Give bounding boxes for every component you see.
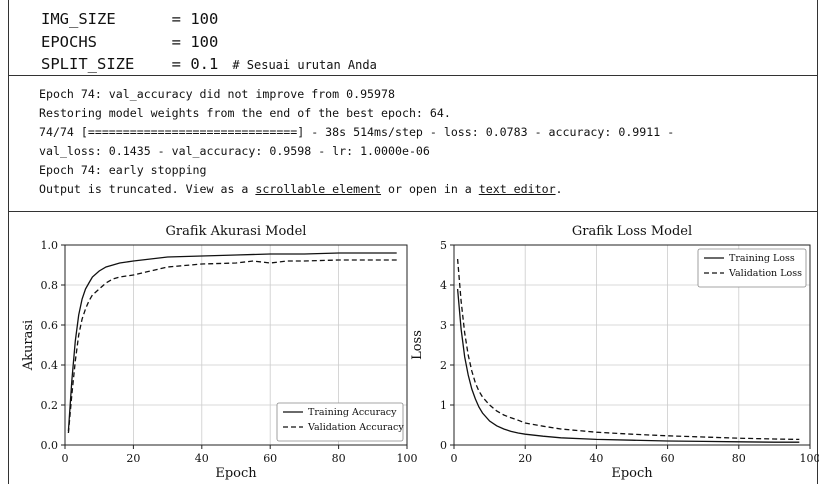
- plot-area: [453, 244, 811, 446]
- chart-2: 0 20 40 60 80 100 0 1 2 3 4 5 Grafik Loss Model Epoch…: [410, 224, 820, 481]
- x-tick-label: 0: [451, 452, 458, 465]
- x-tick-label: 20: [126, 452, 140, 465]
- chart-title: Grafik Loss Model: [572, 224, 692, 239]
- y-tick-label: 0: [440, 439, 447, 452]
- code-cell[interactable]: IMG_SIZE = 100 EPOCHS = 100 SPLIT_SIZE =…: [9, 0, 817, 76]
- legend-label: Validation Loss: [728, 268, 802, 279]
- y-tick-label: 0.2: [41, 399, 59, 412]
- y-tick-label: 0.6: [41, 319, 59, 332]
- code-comment: # Sesuai urutan Anda: [232, 58, 377, 72]
- code-line-split-size: SPLIT_SIZE = 0.1 # Sesuai urutan Anda: [41, 55, 377, 73]
- series-line-training-loss: [456, 288, 800, 443]
- y-tick-label: 0.0: [41, 439, 59, 452]
- x-axis-label: Epoch: [215, 466, 257, 481]
- legend: Training Loss Validation Loss: [697, 248, 807, 288]
- plots-output: 0 20 40 60 80 100 0.0 0.2 0.4 0.6 0.8 1.0 Grafik Aku…: [9, 212, 820, 484]
- legend-box: [276, 402, 404, 442]
- x-tick-label: 100: [800, 452, 820, 465]
- y-tick-label: 5: [440, 239, 447, 252]
- legend-box: [697, 248, 807, 288]
- series-line-training-accuracy: [67, 252, 397, 432]
- legend: Training Accuracy Validation Accuracy: [276, 402, 404, 442]
- legend-label: Training Accuracy: [308, 407, 397, 418]
- x-tick-label: 60: [263, 452, 277, 465]
- output-line: Restoring model weights from the end of …: [39, 106, 451, 120]
- y-tick-label: 2: [440, 359, 447, 372]
- y-tick-label: 1: [440, 399, 447, 412]
- output-line: Epoch 74: val_accuracy did not improve f…: [39, 87, 395, 101]
- series-line-validation-accuracy: [67, 259, 397, 434]
- series-line-validation-loss: [456, 258, 800, 441]
- x-axis-label: Epoch: [611, 466, 653, 481]
- truncated-notice: Output is truncated. View as a scrollabl…: [39, 182, 563, 196]
- output-line: val_loss: 0.1435 - val_accuracy: 0.9598 …: [39, 144, 430, 158]
- code-line-epochs: EPOCHS = 100: [41, 33, 219, 51]
- chart-title: Grafik Akurasi Model: [166, 224, 307, 239]
- y-tick-label: 3: [440, 319, 447, 332]
- notebook-frame: IMG_SIZE = 100 EPOCHS = 100 SPLIT_SIZE =…: [8, 0, 820, 484]
- x-tick-label: 80: [732, 452, 746, 465]
- x-tick-label: 20: [518, 452, 532, 465]
- x-tick-label: 100: [397, 452, 418, 465]
- x-tick-label: 40: [195, 452, 209, 465]
- chart-1: 0 20 40 60 80 100 0.0 0.2 0.4 0.6 0.8 1.0 Grafik Aku…: [21, 224, 418, 481]
- x-tick-label: 60: [661, 452, 675, 465]
- x-tick-label: 0: [62, 452, 69, 465]
- legend-label: Training Loss: [729, 253, 795, 264]
- output-line: 74/74 [==============================] -…: [39, 125, 675, 139]
- output-cell: Epoch 74: val_accuracy did not improve f…: [9, 76, 817, 212]
- y-axis-label: Akurasi: [21, 320, 36, 371]
- scrollable-element-link[interactable]: scrollable element: [255, 182, 382, 196]
- y-tick-label: 1.0: [41, 239, 59, 252]
- text-editor-link[interactable]: text editor: [478, 182, 556, 196]
- x-tick-label: 40: [589, 452, 603, 465]
- x-tick-label: 80: [332, 452, 346, 465]
- plot-area: [64, 244, 408, 446]
- output-line: Epoch 74: early stopping: [39, 163, 207, 177]
- y-tick-label: 4: [440, 279, 447, 292]
- y-tick-label: 0.4: [41, 359, 59, 372]
- y-tick-label: 0.8: [41, 279, 59, 292]
- legend-label: Validation Accuracy: [307, 422, 404, 433]
- code-line-img-size: IMG_SIZE = 100: [41, 10, 219, 28]
- y-axis-label: Loss: [410, 330, 425, 360]
